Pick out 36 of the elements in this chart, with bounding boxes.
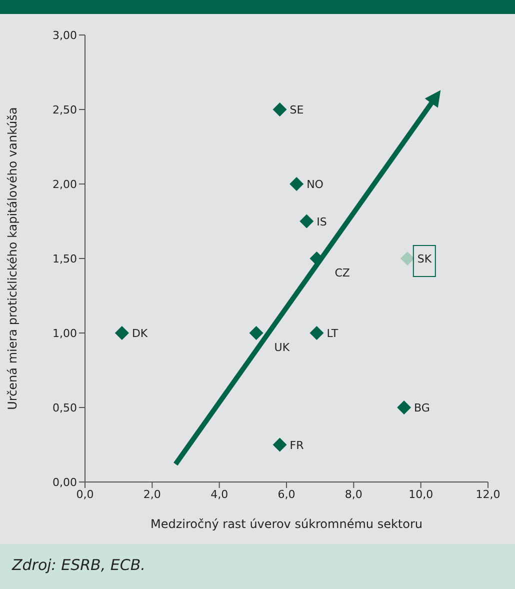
y-tick-label: 0,00 (52, 476, 77, 489)
x-tick-label: 12,0 (476, 488, 500, 501)
x-tick-label: 2,0 (143, 488, 161, 501)
point (272, 438, 287, 452)
y-tick-label: 0,50 (52, 401, 77, 414)
x-tick-label: 6,0 (278, 488, 296, 501)
point (300, 214, 314, 228)
series-label: LT (326, 327, 338, 340)
point (310, 326, 324, 340)
series-label: BG (414, 402, 430, 414)
y-tick-label: 2,00 (52, 178, 77, 191)
series-label: CZ (334, 266, 350, 280)
point (400, 252, 414, 266)
point (397, 400, 412, 414)
y-tick-label: 1,50 (52, 252, 77, 266)
y-tick-label: 3,00 (52, 28, 77, 42)
series-label: DK (132, 327, 148, 340)
point (249, 326, 264, 340)
point (272, 102, 287, 116)
x-tick-label: 10,0 (408, 488, 434, 501)
y-tick-label: 2,50 (52, 103, 77, 116)
x-axis-title: Medziročný rast úverov súkromnému sektoru (150, 517, 422, 531)
x-tick-label: 4,0 (210, 488, 228, 501)
series-label: UK (274, 341, 290, 354)
point (290, 177, 304, 191)
x-tick-label: 0,0 (76, 488, 94, 501)
text: Zdroj: ESRB, ECB. (12, 556, 146, 574)
point (114, 326, 129, 340)
y-tick-label: 1,00 (52, 326, 77, 340)
series-label: NO (306, 178, 324, 191)
series-label: IS (316, 215, 327, 228)
series-label: SE (290, 104, 304, 116)
series-label: SK (417, 252, 432, 266)
x-tick-label: 8,0 (344, 488, 362, 501)
y-axis-title: Určená miera proticklického kapitálového vankúša (5, 107, 20, 410)
series-label: FR (290, 438, 304, 452)
